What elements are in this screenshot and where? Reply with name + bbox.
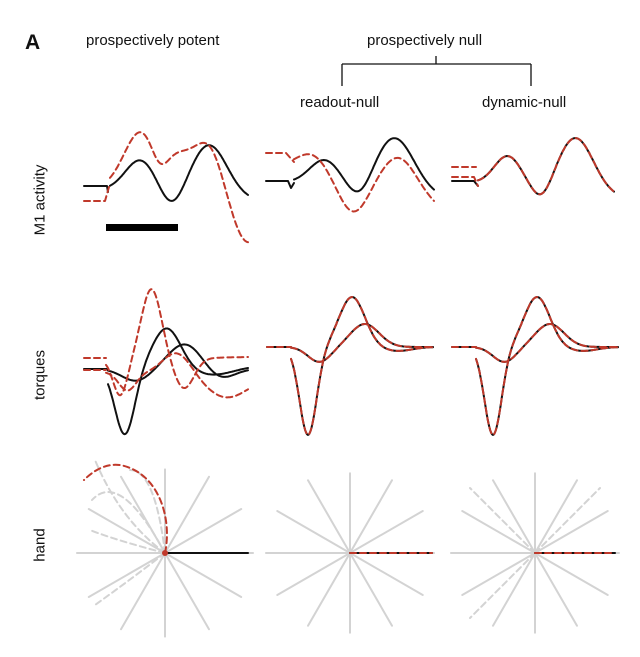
torque-potent-black-1 (107, 327, 249, 436)
hand-potent-spoke-2 (164, 475, 210, 554)
torque-readout-red-1 (290, 296, 434, 436)
hand-dynamic-spoke-5 (461, 510, 536, 554)
hand-dynamic-spoke-1 (534, 510, 609, 554)
hand-dynamic-spoke-2 (534, 479, 578, 554)
hand-readout-spoke-11 (349, 552, 424, 596)
activity-dynamic-black (477, 137, 615, 196)
torque-dynamic-red-2 (475, 323, 619, 363)
hand-readout-spoke-10 (349, 552, 393, 627)
hand-dynamic-grey-dash-1 (469, 487, 536, 554)
hand-dynamic-spoke-11 (534, 552, 609, 596)
activity-dynamic-red (477, 137, 615, 196)
hand-readout-spoke-7 (276, 552, 351, 596)
torque-potent-black-2 (107, 343, 249, 382)
hand-potent-grey-dash-5 (129, 469, 166, 554)
hand-dynamic-spoke-10 (534, 552, 578, 627)
torque-dynamic-black-2 (475, 323, 619, 363)
hand-potent-grey-dash-3 (89, 529, 166, 554)
torque-potent-red-2 (105, 352, 249, 399)
hand-readout-spoke-1 (349, 510, 424, 554)
activity-readout-black-pre (265, 180, 295, 189)
column-title-readout-null: readout-null (300, 94, 380, 111)
hand-potent-spoke-7 (87, 552, 166, 598)
hand-potent-origin (162, 550, 168, 556)
activity-readout-black (293, 137, 435, 193)
activity-readout-red (293, 153, 435, 213)
column-title-null: prospectively null (367, 32, 483, 49)
hand-potent-red (83, 463, 168, 554)
torque-dynamic-black-1 (475, 296, 619, 436)
time-scale-bar (106, 224, 178, 231)
activity-potent-red (109, 131, 249, 244)
column-title-dynamic-null: dynamic-null (482, 94, 567, 111)
hand-potent-spoke-11 (164, 552, 243, 598)
activity-potent-black (109, 144, 249, 202)
null-group-bracket (341, 56, 532, 86)
hand-dynamic-spoke-4 (492, 479, 536, 554)
hand-potent-grey-dash-2 (91, 491, 166, 554)
hand-readout-spoke-5 (276, 510, 351, 554)
hand-potent-spoke-1 (164, 508, 243, 554)
hand-dynamic-grey-dash-2 (469, 552, 536, 619)
activity-readout-red-pre (265, 152, 295, 163)
hand-potent-spoke-8 (120, 552, 166, 631)
torque-readout-red-2 (290, 323, 434, 363)
hand-readout-spoke-2 (349, 479, 393, 554)
column-title-potent: prospectively potent (86, 32, 220, 49)
activity-potent-black-pre (83, 185, 109, 193)
torque-dynamic-red-1 (475, 296, 619, 436)
hand-readout-spoke-8 (307, 552, 351, 627)
hand-potent-spoke-10 (164, 552, 210, 631)
torque-potent-red-1 (105, 288, 249, 397)
hand-dynamic-grey-dash-3 (534, 487, 601, 554)
hand-dynamic-spoke-8 (492, 552, 536, 627)
activity-dynamic-black-pre (451, 180, 479, 187)
hand-potent-grey-dash-4 (94, 552, 166, 606)
activity-dynamic-red-pre-2 (451, 176, 479, 187)
hand-potent-grey-dash-1 (94, 459, 166, 554)
hand-readout-spoke-4 (307, 479, 351, 554)
torque-readout-black-2 (290, 323, 434, 363)
activity-potent-red-pre (83, 186, 110, 202)
torque-readout-black-1 (290, 296, 434, 436)
hand-dynamic-spoke-7 (461, 552, 536, 596)
panel-letter: A (25, 31, 41, 54)
hand-potent-spoke-5 (87, 508, 166, 554)
